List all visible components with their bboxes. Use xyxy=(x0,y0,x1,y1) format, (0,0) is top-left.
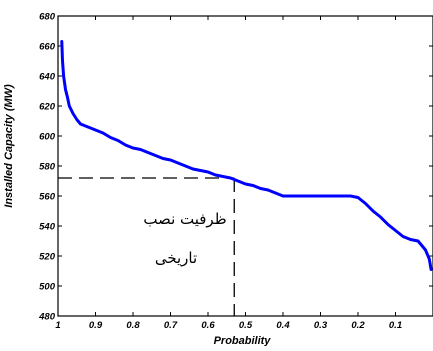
y-tick-label: 580 xyxy=(39,162,56,173)
y-tick-label: 540 xyxy=(39,222,56,233)
x-tick-label: 0.8 xyxy=(126,320,140,331)
y-tick-label: 660 xyxy=(39,42,56,53)
y-axis-title: Installed Capacity (MW) xyxy=(3,84,15,208)
annotation-text-line-1: ظرفیت نصب xyxy=(143,210,226,228)
x-tick-label: 0.4 xyxy=(276,320,290,331)
y-tick-label: 520 xyxy=(39,252,56,263)
y-tick-label: 680 xyxy=(39,12,56,23)
x-tick-label: 0.7 xyxy=(164,320,178,331)
plot-frame xyxy=(57,15,433,317)
capacity-curve-line xyxy=(60,40,433,271)
x-tick-label: 0.6 xyxy=(201,320,215,331)
annotation-text-line-2: تاریخی xyxy=(155,249,197,267)
x-tick-label: 0.3 xyxy=(314,320,328,331)
y-tick-label: 600 xyxy=(39,132,56,143)
y-tick-label: 640 xyxy=(39,72,56,83)
x-tick-label: 0.2 xyxy=(351,320,365,331)
x-tick-label: 1 xyxy=(55,320,60,331)
y-tick-label: 500 xyxy=(39,282,56,293)
x-tick-label: 0.5 xyxy=(239,320,253,331)
y-tick-label: 560 xyxy=(39,192,56,203)
y-tick-label: 620 xyxy=(39,102,56,113)
x-tick-label: 0.9 xyxy=(89,320,103,331)
x-tick-label: 0.1 xyxy=(389,320,402,331)
y-tick-label: 480 xyxy=(38,312,56,323)
x-axis-title: Probability xyxy=(214,335,272,346)
